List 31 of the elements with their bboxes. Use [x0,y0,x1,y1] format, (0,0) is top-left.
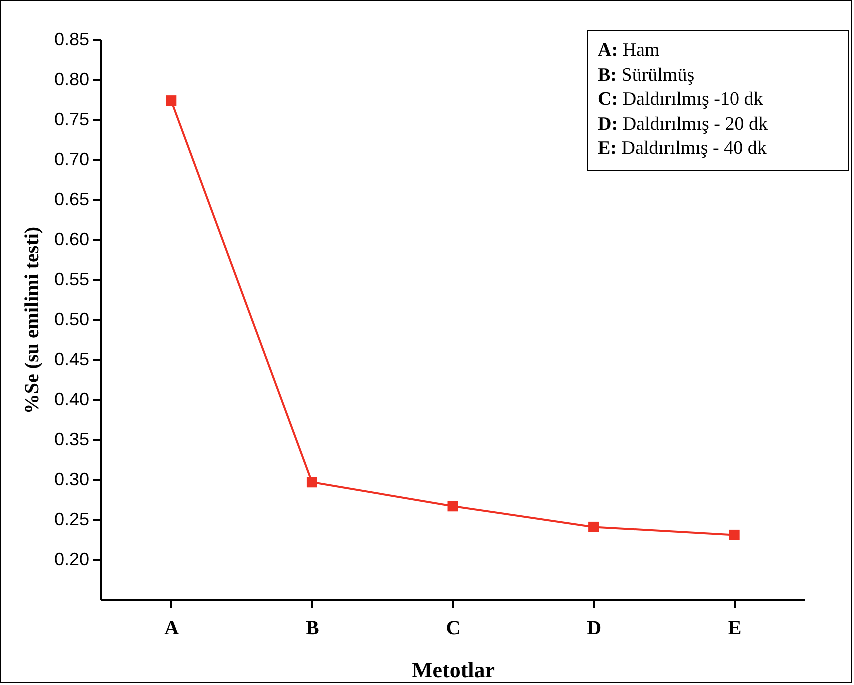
point [306,477,318,488]
point [729,530,740,540]
x-tick-label: C [446,618,461,640]
y-tick-label: 0.85 [54,30,90,50]
point [448,501,458,512]
y-tick-label: 0.35 [54,430,90,450]
point [588,522,600,532]
point [166,96,177,106]
annotation: E: Daldırılmış - 40 dk [598,137,768,161]
x-axis-title: Metotlar [412,658,496,682]
annotation: B: Sürülmüş [598,64,696,88]
y-tick-label: 0.50 [54,310,90,330]
y-tick-label: 0.55 [54,270,90,290]
annotation: A: Ham [598,39,661,63]
y-tick-label: 0.30 [54,470,90,490]
y-tick-label: 0.45 [54,350,90,370]
y-tick-label: 0.75 [54,110,90,130]
y-tick-label: 0.70 [54,150,90,170]
y-tick-label: 0.80 [54,70,90,90]
y-tick-label: 0.65 [54,190,90,210]
annotation: C: Daldırılmış -10 dk [598,88,764,112]
annotation: D: Daldırılmış - 20 dk [598,112,769,136]
x-tick-label: A [164,618,180,640]
x-tick-label: E [728,618,742,640]
y-tick-label: 0.60 [54,230,90,250]
y-axis-title: %Se (su emilimi testi) [21,226,44,414]
x-tick-label: D [587,618,602,640]
y-tick-label: 0.25 [54,510,90,530]
y-tick-label: 0.20 [54,550,90,570]
y-tick-label: 0.40 [54,390,90,410]
x-tick-label: B [306,618,320,640]
